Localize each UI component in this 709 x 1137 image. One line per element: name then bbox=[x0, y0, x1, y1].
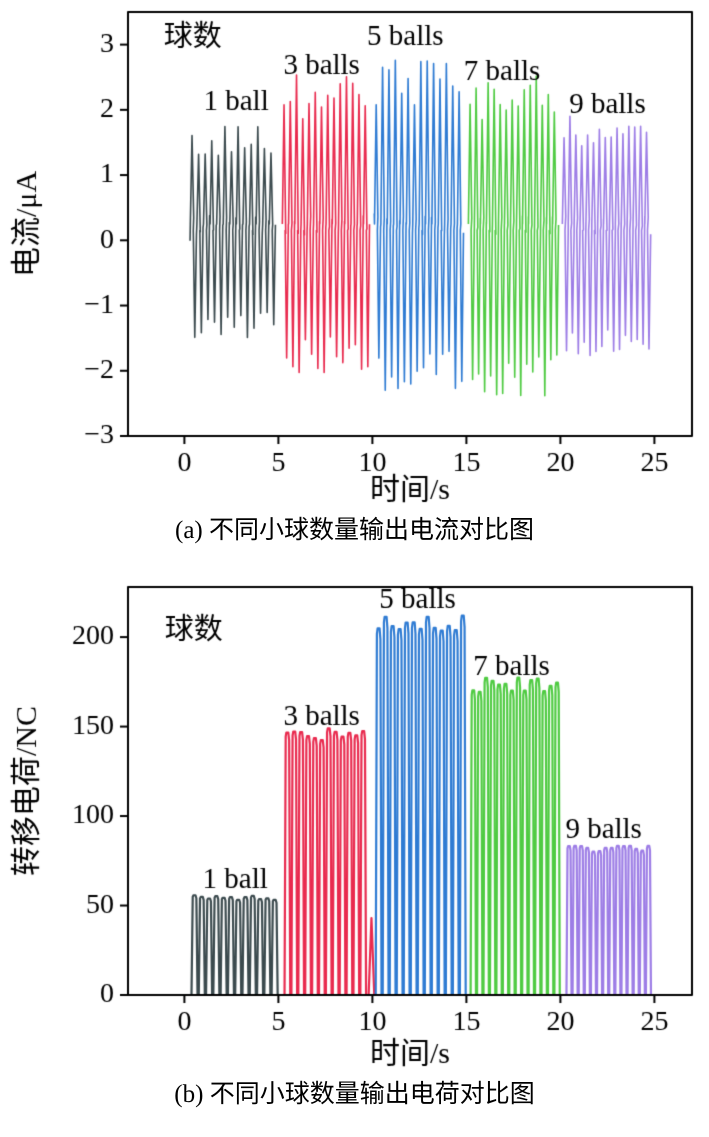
chart-a-block: (a) 不同小球数量输出电流对比图 bbox=[0, 6, 709, 551]
chart-a-caption: (a) 不同小球数量输出电流对比图 bbox=[175, 517, 534, 544]
chart-b-block: (b) 不同小球数量输出电荷对比图 bbox=[0, 575, 709, 1115]
chart-b-caption: (b) 不同小球数量输出电荷对比图 bbox=[174, 1081, 535, 1108]
charge-vs-time-chart bbox=[0, 575, 709, 1075]
current-vs-time-chart bbox=[0, 6, 709, 511]
